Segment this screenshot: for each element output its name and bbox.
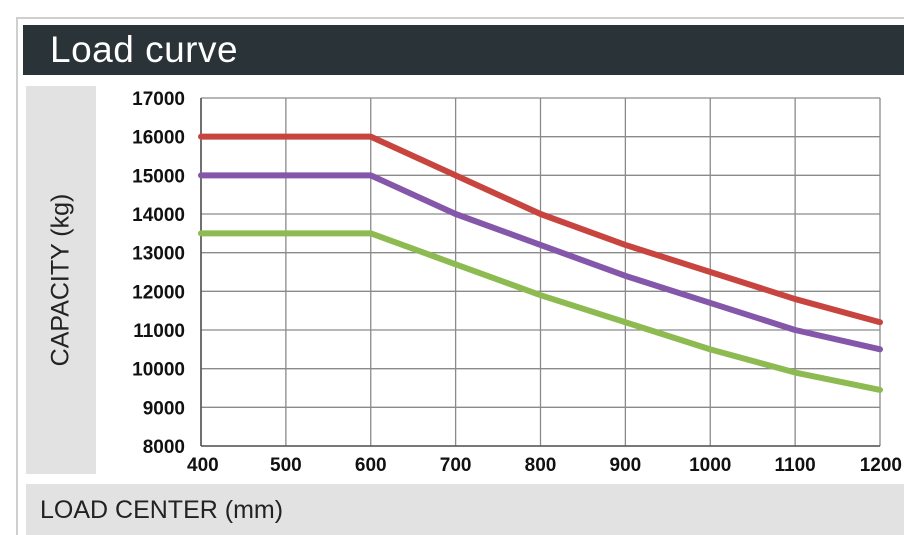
x-tick-label-400: 400 bbox=[187, 455, 219, 476]
y-tick-label-15000: 15000 bbox=[132, 166, 185, 187]
x-tick-label-1000: 1000 bbox=[689, 455, 731, 476]
x-axis-label-panel bbox=[26, 484, 904, 535]
x-tick-label-800: 800 bbox=[525, 455, 557, 476]
chart-title: Load curve bbox=[23, 25, 904, 75]
y-tick-label-12000: 12000 bbox=[132, 282, 185, 303]
y-tick-label-17000: 17000 bbox=[132, 89, 185, 110]
series-lines bbox=[198, 133, 883, 393]
y-tick-label-14000: 14000 bbox=[132, 205, 185, 226]
tick-labels: 8000 9000 10000 11000 12000 13000 14000 15000 16… bbox=[132, 89, 902, 476]
y-tick-label-11000: 11000 bbox=[133, 321, 185, 342]
series-line-3 bbox=[198, 230, 883, 393]
y-tick-label-10000: 10000 bbox=[132, 360, 185, 381]
x-tick-label-900: 900 bbox=[610, 455, 642, 476]
grid bbox=[200, 97, 881, 447]
series-line-1 bbox=[198, 133, 883, 326]
y-tick-label-16000: 16000 bbox=[132, 128, 185, 149]
x-tick-label-500: 500 bbox=[270, 455, 302, 476]
y-axis-label-panel bbox=[26, 86, 96, 474]
x-tick-label-600: 600 bbox=[355, 455, 387, 476]
chart-frame bbox=[16, 17, 904, 535]
y-tick-label-9000: 9000 bbox=[143, 398, 185, 419]
x-axis-label: LOAD CENTER (mm) bbox=[40, 496, 284, 524]
x-tick-label-1200: 1200 bbox=[860, 455, 902, 476]
y-tick-label-13000: 13000 bbox=[132, 244, 185, 265]
x-tick-label-1100: 1100 bbox=[775, 455, 816, 476]
y-tick-label-8000: 8000 bbox=[143, 437, 185, 458]
series-line-2 bbox=[198, 172, 883, 353]
x-tick-label-700: 700 bbox=[440, 455, 472, 476]
